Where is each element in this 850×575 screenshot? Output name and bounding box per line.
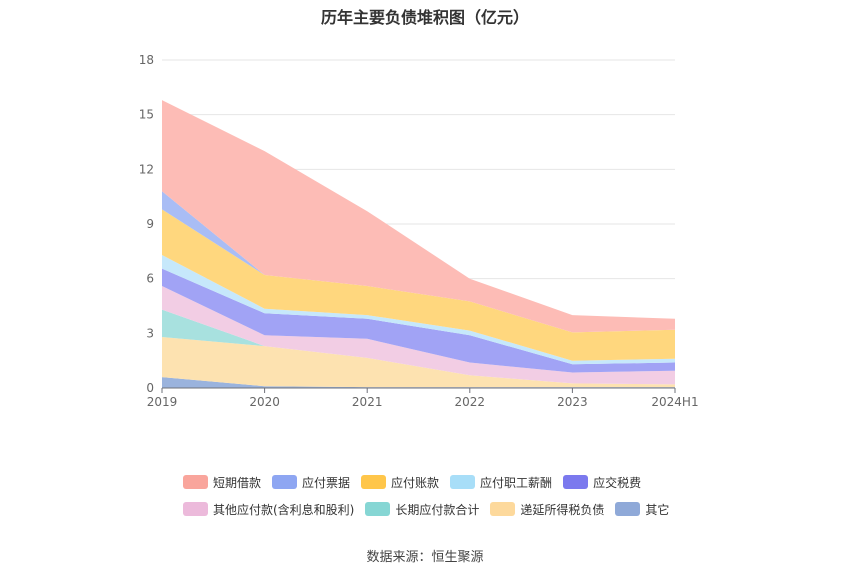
legend: 短期借款 应付票据 应付账款 应付职工薪酬 应交税费 其他应付款(含利息和股利)… bbox=[183, 472, 743, 526]
legend-swatch bbox=[615, 502, 641, 516]
y-tick-label: 9 bbox=[146, 217, 154, 231]
area-series-应付职工薪酬 bbox=[162, 255, 675, 365]
y-tick-label: 3 bbox=[146, 326, 154, 340]
legend-swatch bbox=[183, 502, 208, 516]
legend-swatch bbox=[361, 475, 387, 489]
chart-title: 历年主要负债堆积图（亿元） bbox=[320, 8, 529, 27]
x-tick-label: 2022 bbox=[455, 395, 486, 409]
legend-item[interactable]: 应交税费 bbox=[563, 472, 641, 492]
area-series-其它 bbox=[162, 377, 675, 388]
x-tick-label: 2021 bbox=[352, 395, 383, 409]
x-tick-label: 2019 bbox=[147, 395, 178, 409]
legend-label: 短期借款 bbox=[213, 475, 262, 490]
x-tick-label: 2020 bbox=[249, 395, 280, 409]
legend-row-1: 短期借款 应付票据 应付账款 应付职工薪酬 应交税费 bbox=[183, 472, 743, 492]
x-tick-label: 2024H1 bbox=[651, 395, 698, 409]
legend-label: 递延所得税负债 bbox=[520, 502, 605, 517]
y-tick-label: 0 bbox=[146, 381, 154, 395]
y-tick-label: 6 bbox=[146, 272, 154, 286]
legend-swatch bbox=[490, 502, 516, 516]
area-series-短期借款 bbox=[162, 100, 675, 333]
legend-swatch bbox=[563, 475, 589, 489]
legend-label: 应付票据 bbox=[302, 475, 351, 490]
legend-label: 其它 bbox=[645, 502, 670, 517]
legend-swatch bbox=[183, 475, 208, 489]
legend-item[interactable]: 短期借款 bbox=[183, 472, 261, 492]
area-series-应交税费 bbox=[162, 268, 675, 373]
area-series bbox=[162, 100, 675, 388]
legend-row-2: 其他应付款(含利息和股利) 长期应付款合计 递延所得税负债 其它 bbox=[183, 499, 743, 519]
legend-label: 其他应付款(含利息和股利) bbox=[213, 502, 355, 517]
stacked-area-chart: 0 3 6 9 12 15 18 2019 2020 2021 2022 2023 2024H1 bbox=[139, 53, 699, 409]
legend-swatch bbox=[450, 475, 476, 489]
area-series-应付账款 bbox=[162, 209, 675, 361]
area-series-递延所得税负债 bbox=[162, 337, 675, 388]
legend-label: 应付职工薪酬 bbox=[480, 475, 553, 490]
legend-label: 长期应付款合计 bbox=[395, 502, 480, 517]
x-tick-label: 2023 bbox=[557, 395, 588, 409]
y-tick-label: 12 bbox=[139, 162, 154, 176]
legend-item[interactable]: 应付职工薪酬 bbox=[450, 472, 552, 492]
y-tick-label: 18 bbox=[139, 53, 154, 67]
legend-swatch bbox=[365, 502, 391, 516]
data-source: 数据来源：恒生聚源 bbox=[366, 550, 484, 565]
legend-item[interactable]: 应付账款 bbox=[361, 472, 439, 492]
axes: 0 3 6 9 12 15 18 2019 2020 2021 2022 2023 2024H1 bbox=[139, 53, 699, 409]
legend-item[interactable]: 其它 bbox=[615, 499, 669, 519]
legend-item[interactable]: 其他应付款(含利息和股利) bbox=[183, 499, 354, 519]
legend-swatch bbox=[272, 475, 298, 489]
legend-item[interactable]: 长期应付款合计 bbox=[365, 499, 479, 519]
legend-label: 应交税费 bbox=[593, 475, 642, 490]
y-tick-label: 15 bbox=[139, 108, 154, 122]
legend-item[interactable]: 应付票据 bbox=[272, 472, 350, 492]
legend-label: 应付账款 bbox=[391, 475, 440, 490]
legend-item[interactable]: 递延所得税负债 bbox=[490, 499, 604, 519]
